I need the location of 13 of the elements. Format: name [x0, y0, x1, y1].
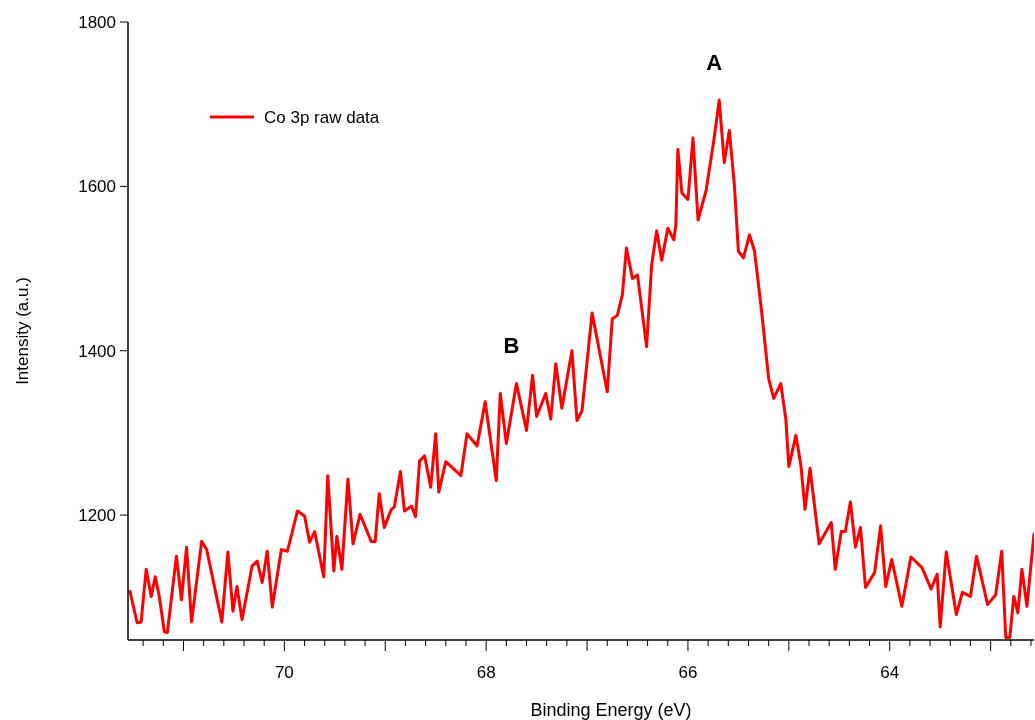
legend-label: Co 3p raw data	[264, 108, 380, 127]
x-tick-label: 64	[880, 663, 900, 682]
y-tick-label: 1600	[78, 177, 116, 197]
annotation: A	[706, 49, 723, 75]
y-axis-title: Intensity (a.u.)	[13, 277, 32, 385]
x-tick-label: 66	[678, 663, 698, 682]
y-tick-label: 1200	[78, 506, 116, 526]
y-tick-label: 1400	[78, 341, 116, 361]
x-axis-title: Binding Energy (eV)	[530, 700, 692, 720]
x-tick-label: 68	[476, 663, 496, 682]
x-tick-label: 70	[274, 663, 294, 682]
y-tick-label: 1800	[78, 13, 116, 32]
annotation: B	[503, 333, 520, 359]
